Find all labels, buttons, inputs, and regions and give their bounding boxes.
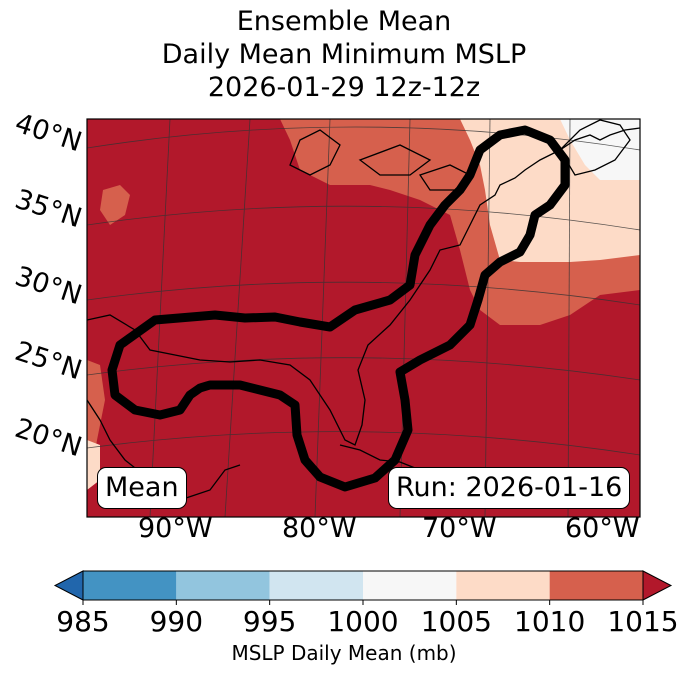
colorbar-bin-1005 [456,571,550,600]
title-line-3: 2026-01-29 12z-12z [207,72,481,103]
lon-label-80w: 80°W [282,513,357,544]
field-1000-1005 [560,119,640,180]
colorbar-bin-990 [176,571,270,600]
field-patch-southwest-light [87,440,100,490]
colorbar-under-arrow [53,570,84,601]
graticule [87,119,640,517]
title-line-2: Daily Mean Minimum MSLP [161,39,527,70]
colorbar-tick-label-995: 995 [242,605,297,638]
contour-outline [107,125,570,492]
colorbar-tick-label-1010: 1010 [514,605,586,638]
map-field [87,119,640,517]
colorbar-bin-1000 [363,571,457,600]
colorbar-bin-1010 [549,571,643,600]
colorbar-bin-995 [269,571,363,600]
colorbar-tick-label-990: 990 [149,605,204,638]
lon-label-90w: 90°W [138,513,213,544]
run-date-box: Run: 2026-01-16 [388,467,631,509]
map-frame [86,118,641,518]
colorbar-bin-985 [83,571,177,600]
mean-box: Mean [97,467,187,509]
title-line-1: Ensemble Mean [236,6,452,37]
field-patch-west [100,185,130,225]
lon-label-60w: 60°W [565,513,640,544]
colorbar-tick-label-985: 985 [56,605,110,638]
colorbar-label: MSLP Daily Mean (mb) [231,641,457,665]
lon-label-70w: 70°W [422,513,497,544]
colorbar-tick-label-1000: 1000 [327,605,399,638]
colorbar-tick-label-1005: 1005 [420,605,492,638]
colorbar-tick-label-1015: 1015 [607,605,679,638]
colorbar-over-arrow [642,570,673,601]
